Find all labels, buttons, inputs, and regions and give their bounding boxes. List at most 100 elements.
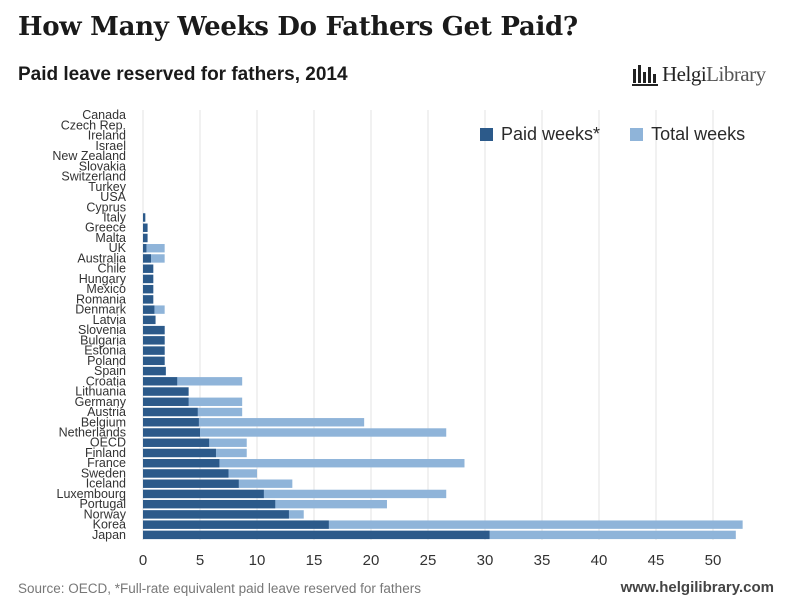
x-tick-label: 20 bbox=[363, 552, 380, 569]
website-link[interactable]: www.helgilibrary.com bbox=[620, 579, 774, 596]
x-tick-label: 10 bbox=[249, 552, 266, 569]
bar-paid bbox=[143, 356, 165, 366]
bar-paid bbox=[143, 479, 239, 488]
category-label: Malta bbox=[95, 231, 126, 245]
logo-text-helgi: Helgi bbox=[662, 62, 707, 86]
bar-paid bbox=[143, 387, 189, 396]
bar-total bbox=[143, 397, 243, 406]
category-label: Sweden bbox=[81, 466, 126, 480]
category-label: Denmark bbox=[75, 303, 126, 317]
bar-paid bbox=[143, 438, 210, 447]
x-tick-label: 5 bbox=[196, 552, 204, 569]
bar-total bbox=[143, 377, 243, 386]
x-tick-label: 45 bbox=[648, 552, 665, 569]
category-label: Chile bbox=[98, 262, 127, 276]
category-label: Austria bbox=[87, 405, 126, 419]
category-label: Lithuania bbox=[75, 385, 126, 399]
legend-item-paid: Paid weeks* bbox=[480, 124, 600, 145]
chart-legend: Paid weeks* Total weeks bbox=[480, 124, 775, 145]
category-label: Ireland bbox=[88, 129, 126, 143]
category-label: Portugal bbox=[79, 497, 126, 511]
legend-swatch-total bbox=[630, 128, 644, 141]
category-label: Hungary bbox=[79, 272, 127, 286]
chart-subtitle: Paid leave reserved for fathers, 2014 bbox=[18, 64, 348, 85]
x-tick-label: 50 bbox=[705, 552, 722, 569]
bar-paid bbox=[143, 499, 276, 509]
category-label: Finland bbox=[85, 446, 126, 460]
category-label: France bbox=[87, 456, 126, 470]
bar-paid bbox=[143, 233, 148, 243]
legend-swatch-paid bbox=[480, 128, 493, 141]
bar-chart-logo-icon bbox=[632, 64, 658, 86]
bar-paid bbox=[143, 264, 154, 273]
category-label: Spain bbox=[94, 364, 126, 378]
category-label: Romania bbox=[76, 292, 126, 306]
category-label: Italy bbox=[103, 211, 127, 225]
source-note: Source: OECD, *Full-rate equivalent paid… bbox=[18, 581, 421, 596]
bar-paid bbox=[143, 397, 189, 406]
category-label: Korea bbox=[93, 518, 126, 532]
bar-total bbox=[143, 418, 365, 427]
category-label: USA bbox=[100, 190, 126, 204]
bar-total bbox=[143, 428, 447, 437]
x-tick-label: 35 bbox=[534, 552, 551, 569]
bar-paid bbox=[143, 213, 146, 222]
category-label: Estonia bbox=[84, 344, 126, 358]
bar-paid bbox=[143, 469, 229, 478]
category-label: Canada bbox=[82, 108, 126, 122]
legend-label-paid: Paid weeks* bbox=[501, 124, 601, 144]
bar-paid bbox=[143, 244, 147, 253]
category-label: OECD bbox=[90, 436, 126, 450]
category-label: Slovakia bbox=[79, 159, 126, 173]
legend-label-total: Total weeks bbox=[651, 124, 746, 144]
bar-paid bbox=[143, 336, 165, 345]
category-label: Australia bbox=[77, 251, 126, 265]
bar-paid bbox=[143, 305, 155, 314]
category-label: New Zealand bbox=[52, 149, 126, 163]
category-label: Luxembourg bbox=[57, 487, 127, 501]
category-label: UK bbox=[109, 241, 127, 255]
bar-paid bbox=[143, 489, 264, 499]
bar-paid bbox=[143, 325, 165, 335]
bar-paid bbox=[143, 448, 216, 458]
category-label: Belgium bbox=[81, 415, 126, 429]
category-label: Slovenia bbox=[78, 323, 126, 337]
x-tick-label: 30 bbox=[477, 552, 494, 569]
bar-paid bbox=[143, 254, 151, 263]
bar-paid bbox=[143, 346, 165, 355]
category-label: Cyprus bbox=[86, 200, 126, 214]
bar-paid bbox=[143, 418, 199, 427]
logo-text-library: Library bbox=[706, 62, 766, 86]
bar-total bbox=[143, 459, 465, 468]
helgilibrary-logo[interactable]: HelgiLibrary bbox=[632, 62, 766, 87]
category-label: Iceland bbox=[86, 477, 126, 491]
category-label: Czech Rep. bbox=[61, 118, 126, 132]
category-label: Norway bbox=[84, 507, 127, 521]
bar-paid bbox=[143, 377, 178, 386]
bar-total bbox=[143, 244, 165, 253]
x-tick-label: 0 bbox=[139, 552, 147, 569]
category-label: Turkey bbox=[88, 180, 126, 194]
bar-total bbox=[143, 489, 447, 499]
bar-paid bbox=[143, 315, 156, 325]
category-label: Switzerland bbox=[61, 170, 126, 184]
category-label: Mexico bbox=[86, 282, 126, 296]
category-label: Germany bbox=[75, 395, 127, 409]
bar-paid bbox=[143, 284, 154, 294]
bar-paid bbox=[143, 366, 166, 376]
bar-paid bbox=[143, 428, 200, 437]
bar-total bbox=[143, 254, 165, 263]
bar-paid bbox=[143, 520, 329, 529]
bar-paid bbox=[143, 530, 490, 540]
chart-title: How Many Weeks Do Fathers Get Paid? bbox=[18, 12, 578, 42]
bar-paid bbox=[143, 274, 154, 284]
bar-paid bbox=[143, 459, 220, 468]
bar-paid bbox=[143, 407, 198, 417]
category-label: Japan bbox=[92, 528, 126, 542]
bar-paid bbox=[143, 295, 154, 304]
x-tick-label: 15 bbox=[306, 552, 323, 569]
logo-text: HelgiLibrary bbox=[662, 62, 766, 87]
category-label: Poland bbox=[87, 354, 126, 368]
category-label: Greece bbox=[85, 221, 126, 235]
